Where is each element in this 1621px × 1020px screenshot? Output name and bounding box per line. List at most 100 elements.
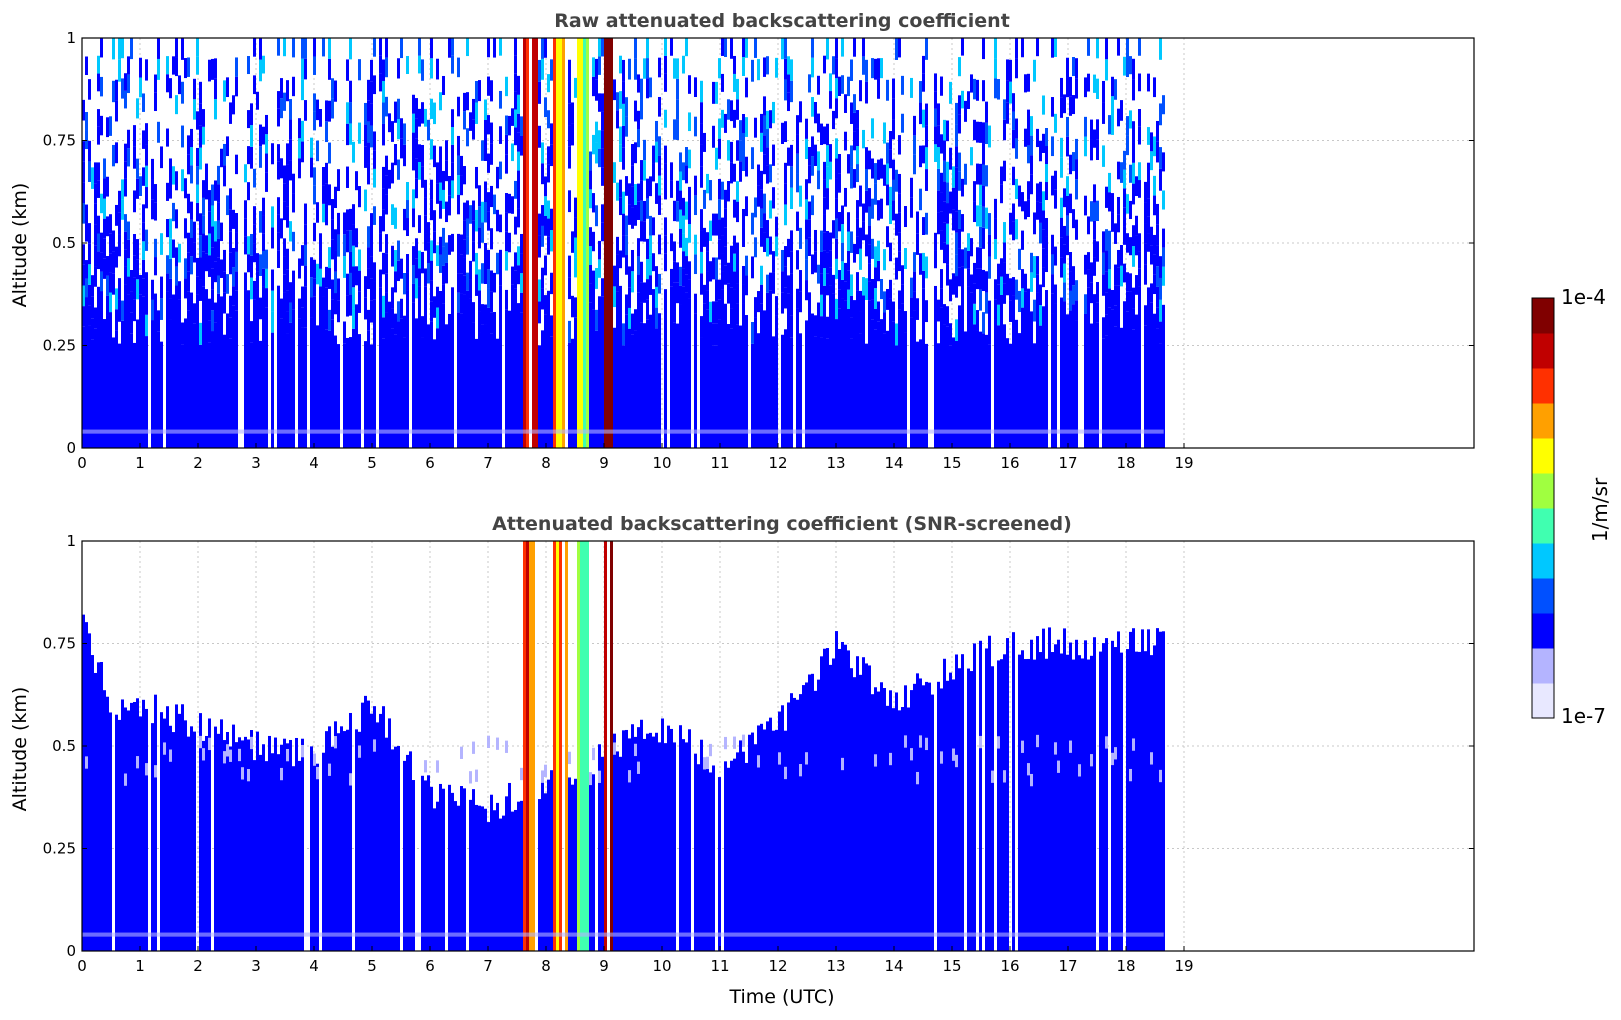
heatmap-cell: [421, 166, 424, 188]
heatmap-cell: [541, 38, 544, 59]
heatmap-cell: [616, 182, 619, 201]
heatmap-cell: [511, 284, 514, 448]
heatmap-cell: [754, 117, 757, 138]
heatmap-cell: [451, 127, 454, 145]
heatmap-cell: [358, 745, 361, 758]
heatmap-cell: [790, 294, 793, 316]
heatmap-cell: [1123, 263, 1126, 283]
heatmap-cell: [460, 273, 463, 294]
heatmap-cell: [313, 762, 316, 951]
heatmap-cell: [829, 250, 832, 268]
heatmap-cell: [880, 158, 883, 179]
heatmap-cell: [166, 273, 169, 292]
heatmap-cell: [736, 140, 739, 161]
heatmap-cell: [250, 736, 253, 750]
heatmap-cell: [844, 644, 847, 951]
heatmap-cell: [256, 288, 259, 448]
heatmap-cell: [919, 188, 922, 211]
heatmap-cell: [118, 719, 121, 951]
heatmap-cell: [634, 736, 637, 951]
heatmap-cell: [955, 276, 958, 298]
heatmap-cell: [742, 265, 745, 285]
heatmap-cell: [724, 113, 727, 133]
heatmap-cell: [640, 99, 643, 120]
heatmap-cell: [136, 178, 139, 199]
heatmap-cell: [466, 272, 469, 291]
heatmap-cell: [613, 733, 616, 951]
heatmap-cell: [973, 181, 976, 202]
heatmap-cell: [370, 213, 373, 236]
heatmap-cell: [1159, 168, 1162, 191]
heatmap-cell: [289, 302, 292, 323]
heatmap-cell: [601, 111, 604, 131]
heatmap-cell: [712, 765, 715, 951]
heatmap-cell: [217, 275, 220, 294]
heatmap-cell: [715, 147, 718, 170]
heatmap-cell: [1066, 57, 1069, 78]
heatmap-cell: [190, 726, 193, 951]
heatmap-cell: [736, 263, 739, 284]
heatmap-cell: [430, 260, 433, 281]
heatmap-cell: [1144, 181, 1147, 203]
heatmap-cell: [196, 202, 199, 222]
heatmap-cell: [478, 206, 481, 228]
heatmap-cell: [277, 232, 280, 251]
x-axis: 0 1 2 3 4 5 6 7 8 9 10 11 12 13 14 15 16 17 18 19: [77, 946, 1194, 975]
heatmap-cell: [853, 300, 856, 448]
heatmap-cell: [334, 250, 337, 272]
heatmap-cell: [904, 206, 907, 228]
heatmap-cell: [385, 737, 388, 951]
heatmap-cell: [196, 294, 199, 448]
heatmap-cell: [688, 729, 691, 951]
heatmap-cell: [955, 167, 958, 190]
heatmap-cell: [1006, 59, 1009, 81]
heatmap-cell: [790, 273, 793, 295]
heatmap-cell: [103, 238, 106, 259]
heatmap-cell: [937, 212, 940, 235]
heatmap-cell: [763, 57, 766, 77]
heatmap-cell: [88, 79, 91, 100]
heatmap-cell: [835, 198, 838, 219]
heatmap-cell: [124, 178, 127, 197]
heatmap-cell: [436, 307, 439, 329]
heatmap-cell: [724, 189, 727, 209]
heatmap-cell: [646, 279, 649, 300]
heatmap-cell: [847, 212, 850, 232]
heatmap-cell: [442, 75, 445, 95]
heatmap-cell: [109, 233, 112, 254]
heatmap-cell: [1156, 286, 1159, 308]
heatmap-cell: [394, 101, 397, 123]
heatmap-cell: [676, 58, 679, 79]
heatmap-cell: [700, 273, 703, 295]
heatmap-cell: [379, 38, 382, 56]
heatmap-cell: [289, 282, 292, 303]
heatmap-cell: [937, 147, 940, 169]
heatmap-cell: [514, 809, 517, 951]
heatmap-cell: [448, 38, 451, 58]
heatmap-cell: [181, 125, 184, 148]
heatmap-cell: [640, 302, 643, 323]
heatmap-cell: [304, 306, 307, 328]
heatmap-cell: [460, 746, 463, 759]
heatmap-cell: [349, 773, 352, 786]
heatmap-cell: [949, 672, 952, 951]
heatmap-cell: [448, 235, 451, 255]
heatmap-cell: [907, 707, 910, 951]
heatmap-cell: [982, 333, 985, 448]
heatmap-cell: [1051, 175, 1054, 196]
heatmap-cell: [817, 151, 820, 171]
heatmap-cell: [940, 134, 943, 154]
heatmap-cell: [430, 98, 433, 119]
heatmap-cell: [694, 254, 697, 275]
heatmap-cell: [850, 295, 853, 318]
heatmap-cell: [592, 289, 595, 310]
heatmap-cell: [706, 232, 709, 252]
heatmap-cell: [886, 79, 889, 101]
heatmap-cell: [715, 213, 718, 236]
heatmap-cell: [745, 117, 748, 137]
heatmap-cell: [985, 648, 988, 951]
heatmap-cell: [547, 146, 550, 165]
heatmap-cell: [964, 163, 967, 185]
heatmap-cell: [1024, 659, 1027, 951]
heatmap-cell: [646, 38, 649, 59]
